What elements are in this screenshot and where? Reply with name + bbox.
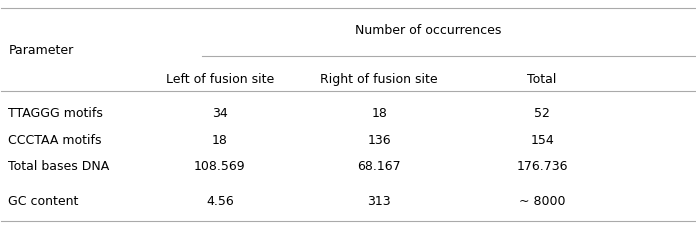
Text: ~ 8000: ~ 8000 — [519, 195, 565, 208]
Text: 4.56: 4.56 — [206, 195, 234, 208]
Text: 176.736: 176.736 — [516, 160, 568, 173]
Text: Total bases DNA: Total bases DNA — [8, 160, 109, 173]
Text: 18: 18 — [371, 107, 387, 120]
Text: CCCTAA motifs: CCCTAA motifs — [8, 134, 102, 147]
Text: Total: Total — [528, 73, 557, 86]
Text: Number of occurrences: Number of occurrences — [354, 24, 501, 37]
Text: 136: 136 — [367, 134, 391, 147]
Text: Left of fusion site: Left of fusion site — [166, 73, 274, 86]
Text: 108.569: 108.569 — [194, 160, 246, 173]
Text: 18: 18 — [212, 134, 228, 147]
Text: Right of fusion site: Right of fusion site — [320, 73, 438, 86]
Text: GC content: GC content — [8, 195, 79, 208]
Text: 154: 154 — [530, 134, 554, 147]
Text: 34: 34 — [212, 107, 228, 120]
Text: 68.167: 68.167 — [357, 160, 401, 173]
Text: TTAGGG motifs: TTAGGG motifs — [8, 107, 103, 120]
Text: 52: 52 — [534, 107, 550, 120]
Text: Parameter: Parameter — [8, 44, 74, 57]
Text: 313: 313 — [367, 195, 391, 208]
